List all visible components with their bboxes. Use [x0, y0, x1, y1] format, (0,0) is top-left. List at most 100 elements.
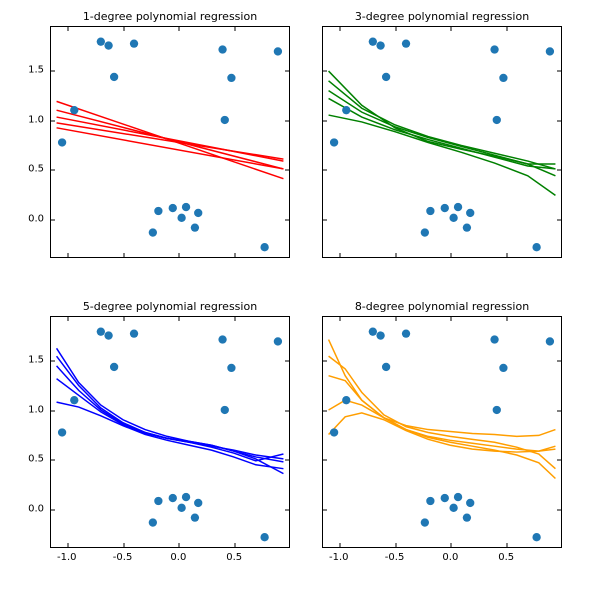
ytick-label: 0.5	[28, 164, 50, 175]
subplot-3: 8-degree polynomial regression-1.0-0.50.…	[322, 316, 562, 548]
scatter-point	[191, 513, 199, 521]
xtick-label: -0.5	[113, 548, 133, 563]
scatter-point	[110, 73, 118, 81]
plot-area	[50, 316, 290, 548]
scatter-point	[218, 335, 226, 343]
ytick-label: 0.5	[28, 454, 50, 465]
scatter-point	[154, 497, 162, 505]
xtick-label: -1.0	[57, 548, 77, 563]
scatter-point	[97, 38, 105, 46]
subplot-title: 3-degree polynomial regression	[322, 10, 562, 23]
scatter-point	[194, 499, 202, 507]
plot-area	[50, 26, 290, 258]
subplot-title: 1-degree polynomial regression	[50, 10, 290, 23]
subplot-1: 3-degree polynomial regression	[322, 26, 562, 258]
scatter-point	[546, 47, 554, 55]
figure: 1-degree polynomial regression 0.0 0.5 1.0 1…	[0, 0, 595, 590]
scatter-point	[499, 364, 507, 372]
xtick-label: 0.5	[498, 548, 514, 563]
xtick-label: -0.5	[385, 548, 405, 563]
scatter-point	[426, 207, 434, 215]
scatter-point	[130, 329, 138, 337]
scatter-point	[376, 331, 384, 339]
scatter-point	[169, 494, 177, 502]
scatter-point	[369, 38, 377, 46]
scatter-point	[532, 243, 540, 251]
scatter-point	[449, 214, 457, 222]
scatter-point	[499, 74, 507, 82]
subplot-2: 5-degree polynomial regression0.00.51.01…	[50, 316, 290, 548]
scatter-point	[330, 428, 338, 436]
scatter-point	[260, 243, 268, 251]
scatter-point	[227, 74, 235, 82]
xtick-label: 0.5	[226, 548, 242, 563]
plot-area	[322, 316, 562, 548]
scatter-point	[70, 396, 78, 404]
scatter-point	[441, 204, 449, 212]
scatter-point	[454, 493, 462, 501]
scatter-point	[191, 223, 199, 231]
scatter-point	[70, 106, 78, 114]
scatter-point	[227, 364, 235, 372]
scatter-point	[260, 533, 268, 541]
scatter-point	[532, 533, 540, 541]
scatter-point	[493, 406, 501, 414]
scatter-points	[323, 27, 561, 257]
plot-area	[322, 26, 562, 258]
scatter-point	[194, 209, 202, 217]
scatter-point	[376, 41, 384, 49]
scatter-point	[463, 513, 471, 521]
scatter-point	[149, 228, 157, 236]
scatter-point	[402, 329, 410, 337]
ytick-label: 0.0	[28, 213, 50, 224]
scatter-points	[51, 27, 289, 257]
scatter-point	[97, 328, 105, 336]
scatter-point	[493, 116, 501, 124]
subplot-title: 8-degree polynomial regression	[322, 300, 562, 313]
scatter-point	[274, 337, 282, 345]
scatter-point	[441, 494, 449, 502]
ytick-label: 1.5	[28, 355, 50, 366]
xtick-label: 0.0	[442, 548, 458, 563]
ytick-label: 1.5	[28, 65, 50, 76]
scatter-point	[454, 203, 462, 211]
xtick-label: -1.0	[329, 548, 349, 563]
scatter-point	[149, 518, 157, 526]
scatter-point	[104, 331, 112, 339]
scatter-point	[130, 39, 138, 47]
scatter-points	[323, 317, 561, 547]
scatter-point	[466, 499, 474, 507]
scatter-point	[177, 214, 185, 222]
scatter-point	[490, 45, 498, 53]
scatter-point	[58, 428, 66, 436]
scatter-point	[169, 204, 177, 212]
scatter-point	[382, 363, 390, 371]
scatter-point	[342, 396, 350, 404]
scatter-point	[221, 406, 229, 414]
scatter-point	[110, 363, 118, 371]
subplot-title: 5-degree polynomial regression	[50, 300, 290, 313]
scatter-point	[177, 504, 185, 512]
scatter-point	[449, 504, 457, 512]
scatter-point	[382, 73, 390, 81]
ytick-label: 0.0	[28, 503, 50, 514]
scatter-point	[466, 209, 474, 217]
scatter-point	[182, 493, 190, 501]
scatter-point	[369, 328, 377, 336]
scatter-point	[342, 106, 350, 114]
scatter-point	[402, 39, 410, 47]
scatter-point	[546, 337, 554, 345]
ytick-label: 1.0	[28, 404, 50, 415]
scatter-point	[104, 41, 112, 49]
subplot-0: 1-degree polynomial regression0.00.51.01…	[50, 26, 290, 258]
scatter-point	[490, 335, 498, 343]
scatter-points	[51, 317, 289, 547]
scatter-point	[421, 228, 429, 236]
scatter-point	[426, 497, 434, 505]
scatter-point	[463, 223, 471, 231]
scatter-point	[58, 138, 66, 146]
ytick-label: 1.0	[28, 114, 50, 125]
scatter-point	[182, 203, 190, 211]
scatter-point	[330, 138, 338, 146]
scatter-point	[154, 207, 162, 215]
